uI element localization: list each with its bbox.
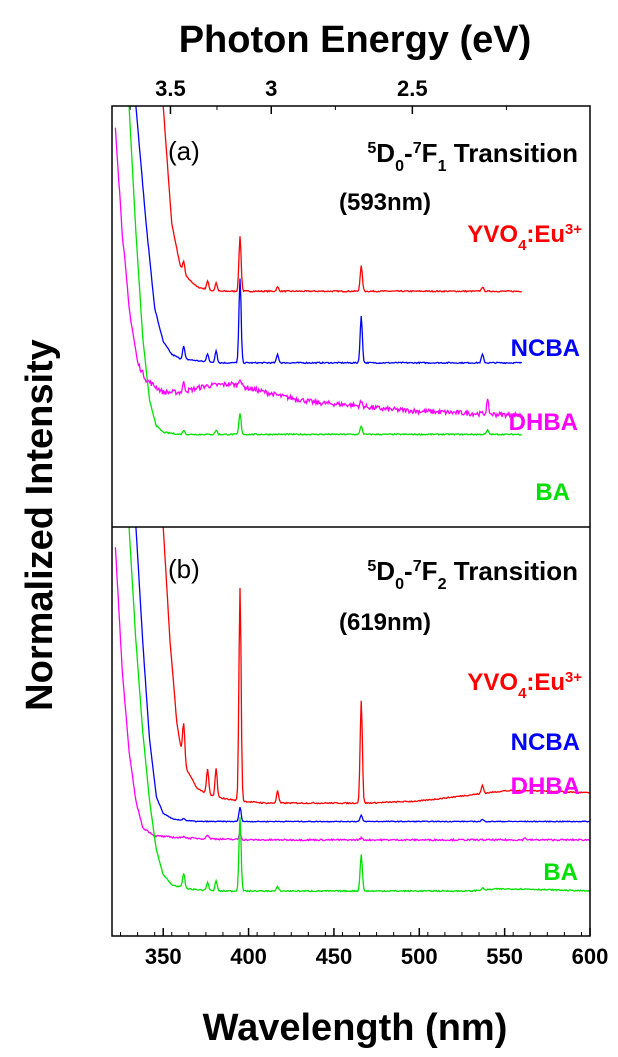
top-axis-ticks: 3.5 3 2.5: [129, 76, 507, 114]
spectrum-dhba-b: [114, 547, 590, 842]
x-tick-label-600: 600: [572, 944, 609, 969]
panel-tag: (a): [168, 136, 200, 166]
transition-wavelength: (619nm): [339, 609, 431, 636]
bottom-axis-ticks: 350 400 450 500 550 600: [120, 928, 609, 969]
panel-a: (a) 5D0-7F1 Transition (593nm) YVO4:Eu3+ NCB…: [114, 106, 582, 506]
spectrum-yvo-a: [162, 106, 522, 293]
transition-label: 5D0-7F2 Transition: [367, 556, 578, 593]
wavelength-axis-title: Wavelength (nm): [203, 1007, 508, 1049]
x-tick-label-500: 500: [401, 944, 438, 969]
panel-tag: (b): [168, 554, 200, 584]
x-tick-label-550: 550: [486, 944, 523, 969]
top-tick-label-0: 3.5: [155, 76, 186, 101]
spectrum-ncba-a: [135, 106, 523, 365]
plot-frame: [111, 105, 591, 937]
series-label-dhba: DHBA: [509, 409, 578, 436]
series-label-ncba: NCBA: [511, 729, 580, 756]
x-tick-label-350: 350: [145, 944, 182, 969]
spectrum-ba-b: [128, 527, 591, 893]
spectrum-yvo-b: [162, 527, 591, 805]
series-label-dhba: DHBA: [511, 773, 580, 800]
series-label-ba: BA: [543, 859, 578, 886]
spectrum-ba-a: [128, 106, 522, 437]
series-label-yvo: YVO4:Eu3+: [467, 221, 582, 254]
x-tick-label-400: 400: [230, 944, 267, 969]
transition-wavelength: (593nm): [339, 189, 431, 216]
panel-b: (b) 5D0-7F2 Transition (619nm) YVO4:Eu3+ NCB…: [114, 526, 591, 893]
transition-label: 5D0-7F1 Transition: [367, 138, 578, 175]
top-tick-label-2: 2.5: [397, 76, 428, 101]
series-label-yvo: YVO4:Eu3+: [467, 669, 582, 702]
spectrum-ncba-b: [135, 526, 591, 823]
photon-energy-axis-title: Photon Energy (eV): [179, 19, 532, 61]
series-label-ncba: NCBA: [511, 335, 580, 362]
normalized-intensity-axis-title: Normalized Intensity: [19, 339, 61, 711]
top-tick-label-1: 3: [265, 76, 277, 101]
series-label-ba: BA: [535, 479, 570, 506]
spectrum-dhba-a: [114, 127, 522, 420]
x-tick-label-450: 450: [316, 944, 353, 969]
